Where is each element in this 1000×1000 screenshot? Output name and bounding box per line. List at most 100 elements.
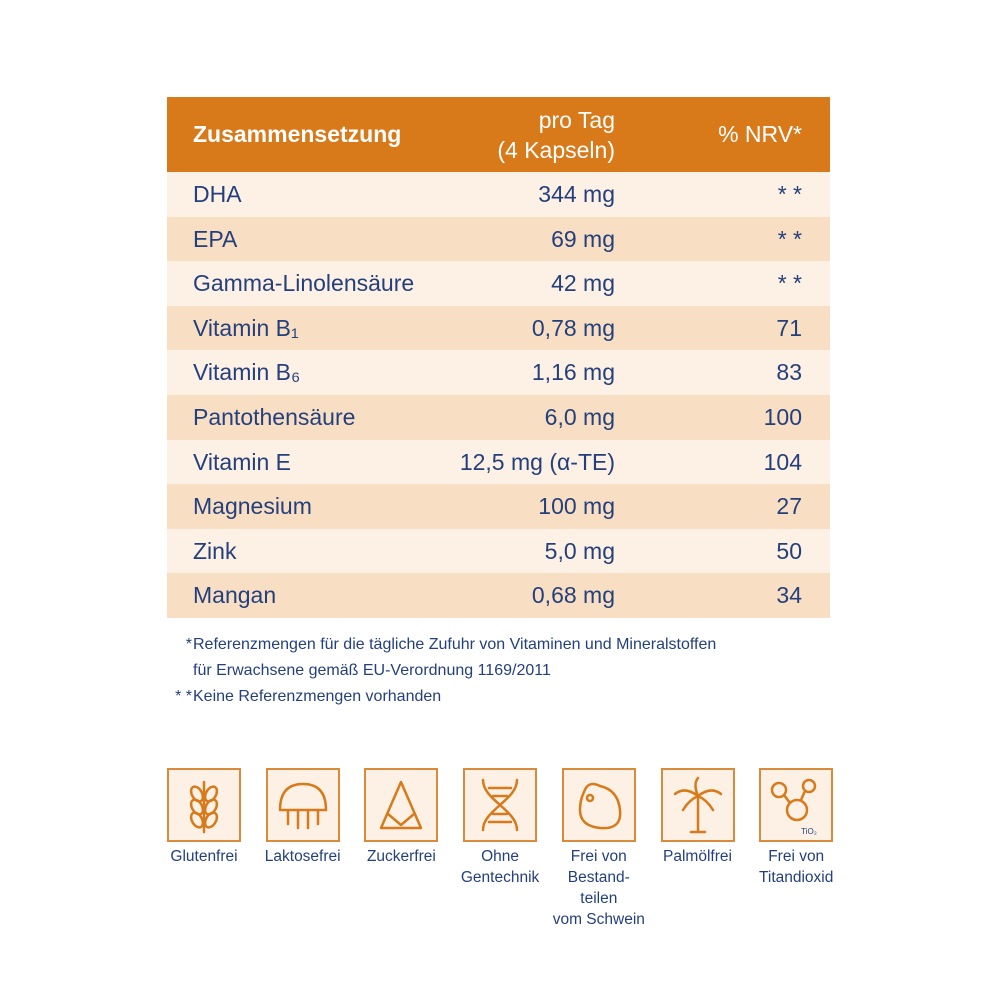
table-row: Gamma-Linolensäure 42 mg * * bbox=[167, 261, 830, 306]
amount: 69 mg bbox=[551, 225, 615, 252]
footnote-text: für Erwachsene gemäß EU-Verordnung 1169/… bbox=[193, 662, 551, 679]
header-nrv: % NRV* bbox=[718, 121, 802, 147]
icon-shape bbox=[203, 798, 219, 816]
icon-label-line: Bestand- bbox=[567, 869, 630, 886]
nutrient-name: Gamma-Linolensäure bbox=[193, 270, 415, 297]
nutrient-name: Magnesium bbox=[193, 493, 312, 520]
icon-label: Palmölfrei bbox=[643, 846, 753, 867]
icon-shape bbox=[380, 780, 423, 830]
icon-label-line: Laktosefrei bbox=[264, 848, 341, 865]
amount: 5,0 mg bbox=[544, 537, 615, 564]
icon-box bbox=[660, 768, 735, 842]
table-row: EPA 69 mg * * bbox=[167, 216, 830, 262]
table-row: Magnesium 100 mg 27 bbox=[167, 484, 830, 529]
header-name: Zusammensetzung bbox=[193, 121, 402, 147]
icon-shape bbox=[673, 776, 722, 834]
nutrient-name: Zink bbox=[193, 537, 237, 564]
icon-label: Glutenfrei bbox=[149, 846, 259, 867]
icon-shape bbox=[585, 793, 595, 803]
table-row: Vitamin E 12,5 mg (α-TE) 104 bbox=[167, 439, 830, 485]
icon-symbol: TiO₂ bbox=[801, 827, 817, 836]
nrv: * * bbox=[777, 270, 802, 297]
icon-label-line: Zuckerfrei bbox=[366, 848, 436, 865]
icon-shape bbox=[801, 778, 817, 794]
icon-shape bbox=[203, 811, 219, 829]
icon-label: Ohne Gentechnik bbox=[445, 846, 555, 888]
icon bbox=[380, 780, 423, 830]
icon-shape bbox=[782, 789, 807, 805]
icon-box bbox=[463, 768, 538, 842]
icon bbox=[481, 778, 519, 832]
footnote-marker: * * bbox=[175, 688, 192, 705]
icon-shape bbox=[278, 782, 327, 830]
table-row: DHA 344 mg * * bbox=[167, 172, 830, 217]
nutrient-name: DHA bbox=[193, 181, 242, 207]
icon-label-line: Frei von bbox=[768, 848, 825, 865]
icon-label-line: Frei von bbox=[570, 848, 627, 865]
header-amount: (4 Kapseln) bbox=[497, 137, 615, 163]
table-header: Zusammensetzung pro Tag (4 Kapseln) % NR… bbox=[167, 97, 830, 172]
amount: 0,68 mg bbox=[531, 582, 615, 609]
table-row: Vitamin B₁ 0,78 mg 71 bbox=[167, 305, 830, 351]
icon-label: Zuckerfrei bbox=[346, 846, 456, 867]
icon-label-line: Ohne bbox=[481, 848, 520, 865]
icon-label-line: Palmölfrei bbox=[663, 848, 732, 865]
icon-shape bbox=[578, 782, 622, 830]
nrv: 71 bbox=[776, 314, 802, 341]
table-row: Mangan 0,68 mg 34 bbox=[167, 573, 830, 618]
icon-shape bbox=[189, 798, 205, 816]
footnote-text: Keine Referenzmengen vorhanden bbox=[193, 688, 442, 705]
amount: 344 mg bbox=[538, 181, 615, 207]
footnote-marker: * bbox=[185, 636, 192, 653]
icon-shape bbox=[189, 811, 205, 829]
icon-label-line: teilen bbox=[580, 890, 618, 907]
amount: 100 mg bbox=[538, 493, 615, 520]
icon-box bbox=[265, 768, 340, 842]
icon-box bbox=[167, 768, 241, 842]
nrv: * * bbox=[777, 225, 802, 252]
nutrient-name: Vitamin E bbox=[193, 448, 292, 475]
header-amount: pro Tag bbox=[538, 107, 615, 133]
icon bbox=[673, 776, 722, 834]
table-row: Vitamin B₆ 1,16 mg 83 bbox=[167, 350, 830, 395]
icon bbox=[278, 782, 327, 830]
icon-box bbox=[561, 768, 636, 842]
icon-label-line: vom Schwein bbox=[552, 911, 645, 928]
nrv: 50 bbox=[776, 537, 802, 564]
icon-box bbox=[364, 768, 439, 842]
icon-label-line: Glutenfrei bbox=[170, 848, 238, 865]
nrv: 100 bbox=[763, 404, 802, 430]
icon-shape bbox=[189, 785, 219, 829]
icon-label-line: Gentechnik bbox=[460, 869, 540, 886]
table-row: Zink 5,0 mg 50 bbox=[167, 528, 830, 574]
nutrient-name: Pantothensäure bbox=[193, 404, 356, 430]
nutrient-name: Vitamin B₆ bbox=[193, 359, 301, 386]
icon-label-line: Titandioxid bbox=[758, 869, 834, 886]
table-row: Pantothensäure 6,0 mg 100 bbox=[167, 395, 830, 440]
icon-shape bbox=[770, 781, 788, 799]
icon-label: Laktosefrei bbox=[248, 846, 358, 867]
amount: 6,0 mg bbox=[544, 404, 615, 430]
nrv: 83 bbox=[776, 359, 802, 386]
icon-label: Frei von Bestand-teilen vom Schwein bbox=[544, 846, 654, 930]
nutrient-name: EPA bbox=[193, 225, 238, 252]
nrv: 27 bbox=[776, 493, 802, 520]
icon-shape bbox=[481, 778, 519, 832]
icon-shape bbox=[785, 798, 809, 822]
amount: 12,5 mg (α-TE) bbox=[459, 448, 615, 475]
nutrient-name: Mangan bbox=[193, 582, 277, 609]
icon-shape bbox=[189, 785, 205, 803]
amount: 42 mg bbox=[551, 270, 615, 297]
nrv: 34 bbox=[776, 582, 802, 609]
nutrient-name: Vitamin B₁ bbox=[193, 314, 299, 341]
icon bbox=[189, 780, 219, 834]
amount: 0,78 mg bbox=[531, 314, 615, 341]
icon bbox=[578, 782, 622, 830]
nrv: * * bbox=[777, 181, 802, 207]
footnote-text: Referenzmengen für die tägliche Zufuhr v… bbox=[193, 636, 717, 653]
icon-box: TiO₂ bbox=[759, 768, 834, 842]
icon: TiO₂ bbox=[770, 778, 817, 836]
icon-shape bbox=[203, 785, 219, 803]
icon-label: Frei von Titandioxid bbox=[741, 846, 851, 888]
